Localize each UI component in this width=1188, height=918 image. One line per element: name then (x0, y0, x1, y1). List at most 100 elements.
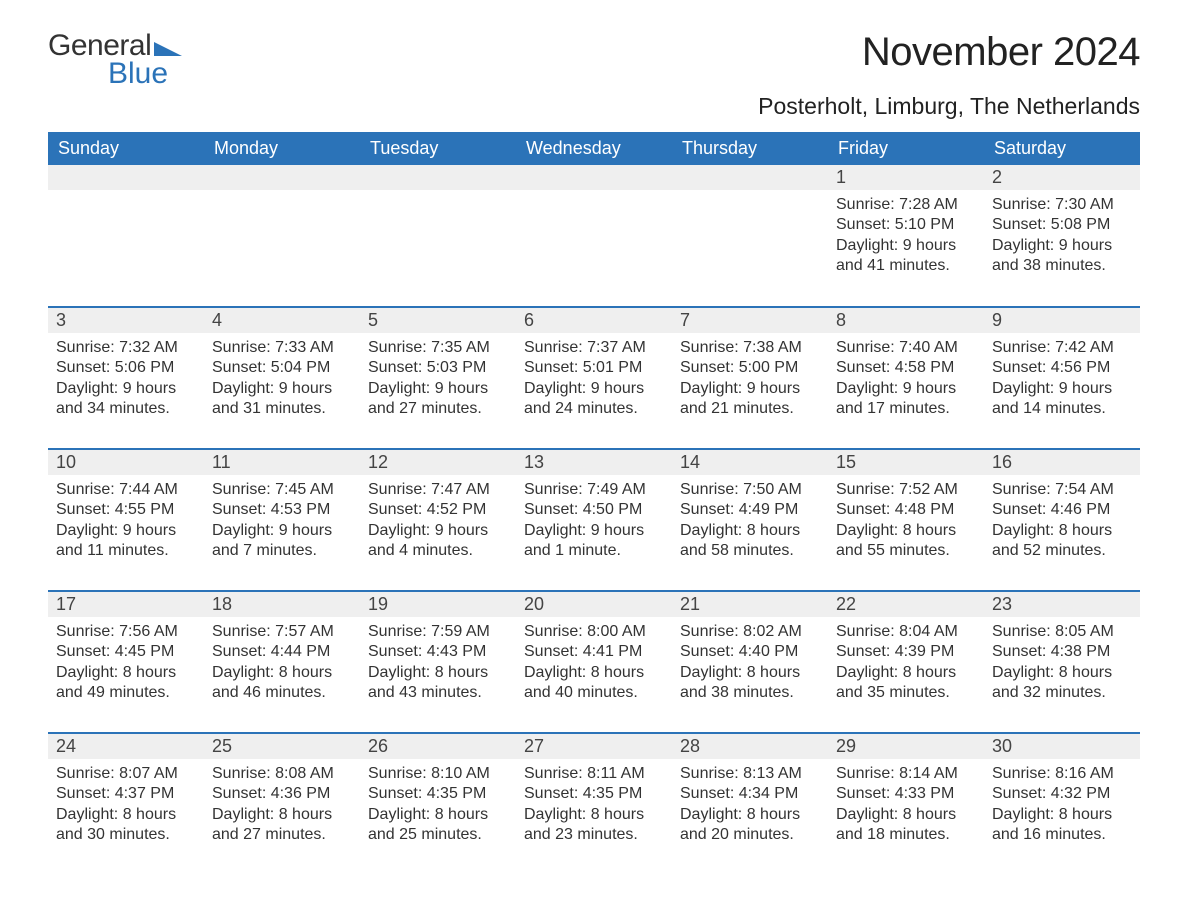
empty-day-strip (672, 165, 828, 190)
day-details: Sunrise: 7:44 AMSunset: 4:55 PMDaylight:… (48, 475, 204, 566)
daylight-line-1: Daylight: 9 hours (992, 379, 1132, 399)
calendar-day-cell: 22Sunrise: 8:04 AMSunset: 4:39 PMDayligh… (828, 591, 984, 719)
daylight-line-2: and 18 minutes. (836, 825, 976, 845)
sunset-line: Sunset: 4:38 PM (992, 642, 1132, 662)
day-number: 27 (516, 734, 672, 759)
daylight-line-1: Daylight: 9 hours (836, 236, 976, 256)
daylight-line-2: and 21 minutes. (680, 399, 820, 419)
calendar-day-cell: 23Sunrise: 8:05 AMSunset: 4:38 PMDayligh… (984, 591, 1140, 719)
day-number: 10 (48, 450, 204, 475)
sunset-line: Sunset: 4:37 PM (56, 784, 196, 804)
sunrise-line: Sunrise: 7:56 AM (56, 622, 196, 642)
day-details: Sunrise: 8:00 AMSunset: 4:41 PMDaylight:… (516, 617, 672, 708)
header: General Blue November 2024 Posterholt, L… (48, 30, 1140, 120)
day-details: Sunrise: 8:02 AMSunset: 4:40 PMDaylight:… (672, 617, 828, 708)
sunset-line: Sunset: 4:52 PM (368, 500, 508, 520)
sunset-line: Sunset: 5:00 PM (680, 358, 820, 378)
daylight-line-2: and 20 minutes. (680, 825, 820, 845)
sunrise-line: Sunrise: 7:33 AM (212, 338, 352, 358)
calendar-col-header: Wednesday (516, 132, 672, 165)
calendar-header-row: SundayMondayTuesdayWednesdayThursdayFrid… (48, 132, 1140, 165)
calendar-week-row: 3Sunrise: 7:32 AMSunset: 5:06 PMDaylight… (48, 307, 1140, 435)
day-details: Sunrise: 7:37 AMSunset: 5:01 PMDaylight:… (516, 333, 672, 424)
sunrise-line: Sunrise: 7:47 AM (368, 480, 508, 500)
calendar-day-cell: 8Sunrise: 7:40 AMSunset: 4:58 PMDaylight… (828, 307, 984, 435)
day-details: Sunrise: 7:28 AMSunset: 5:10 PMDaylight:… (828, 190, 984, 281)
calendar-empty-cell (48, 165, 204, 293)
day-details: Sunrise: 7:50 AMSunset: 4:49 PMDaylight:… (672, 475, 828, 566)
calendar-day-cell: 7Sunrise: 7:38 AMSunset: 5:00 PMDaylight… (672, 307, 828, 435)
calendar-day-cell: 9Sunrise: 7:42 AMSunset: 4:56 PMDaylight… (984, 307, 1140, 435)
daylight-line-2: and 32 minutes. (992, 683, 1132, 703)
sunset-line: Sunset: 4:32 PM (992, 784, 1132, 804)
daylight-line-2: and 4 minutes. (368, 541, 508, 561)
calendar-day-cell: 6Sunrise: 7:37 AMSunset: 5:01 PMDaylight… (516, 307, 672, 435)
daylight-line-2: and 46 minutes. (212, 683, 352, 703)
daylight-line-2: and 7 minutes. (212, 541, 352, 561)
daylight-line-2: and 49 minutes. (56, 683, 196, 703)
sunset-line: Sunset: 4:48 PM (836, 500, 976, 520)
sunset-line: Sunset: 5:08 PM (992, 215, 1132, 235)
sunrise-line: Sunrise: 7:50 AM (680, 480, 820, 500)
daylight-line-1: Daylight: 8 hours (56, 805, 196, 825)
day-number: 14 (672, 450, 828, 475)
day-number: 21 (672, 592, 828, 617)
calendar-week-row: 10Sunrise: 7:44 AMSunset: 4:55 PMDayligh… (48, 449, 1140, 577)
daylight-line-2: and 40 minutes. (524, 683, 664, 703)
day-number: 5 (360, 308, 516, 333)
sunrise-line: Sunrise: 7:37 AM (524, 338, 664, 358)
day-number: 3 (48, 308, 204, 333)
calendar-day-cell: 27Sunrise: 8:11 AMSunset: 4:35 PMDayligh… (516, 733, 672, 861)
sunset-line: Sunset: 4:35 PM (524, 784, 664, 804)
daylight-line-2: and 41 minutes. (836, 256, 976, 276)
calendar-table: SundayMondayTuesdayWednesdayThursdayFrid… (48, 132, 1140, 861)
calendar-empty-cell (360, 165, 516, 293)
calendar-col-header: Friday (828, 132, 984, 165)
calendar-day-cell: 12Sunrise: 7:47 AMSunset: 4:52 PMDayligh… (360, 449, 516, 577)
sunset-line: Sunset: 5:06 PM (56, 358, 196, 378)
sunrise-line: Sunrise: 7:44 AM (56, 480, 196, 500)
day-number: 22 (828, 592, 984, 617)
sunrise-line: Sunrise: 7:52 AM (836, 480, 976, 500)
day-details: Sunrise: 8:05 AMSunset: 4:38 PMDaylight:… (984, 617, 1140, 708)
daylight-line-1: Daylight: 8 hours (680, 521, 820, 541)
sunrise-line: Sunrise: 7:59 AM (368, 622, 508, 642)
sunrise-line: Sunrise: 7:40 AM (836, 338, 976, 358)
sunset-line: Sunset: 4:55 PM (56, 500, 196, 520)
logo-word-2: Blue (108, 58, 182, 90)
day-number: 16 (984, 450, 1140, 475)
day-details: Sunrise: 8:13 AMSunset: 4:34 PMDaylight:… (672, 759, 828, 850)
empty-day-strip (48, 165, 204, 190)
calendar-col-header: Saturday (984, 132, 1140, 165)
week-separator (48, 293, 1140, 307)
day-number: 13 (516, 450, 672, 475)
daylight-line-2: and 35 minutes. (836, 683, 976, 703)
calendar-week-row: 24Sunrise: 8:07 AMSunset: 4:37 PMDayligh… (48, 733, 1140, 861)
calendar-day-cell: 18Sunrise: 7:57 AMSunset: 4:44 PMDayligh… (204, 591, 360, 719)
day-details: Sunrise: 8:16 AMSunset: 4:32 PMDaylight:… (984, 759, 1140, 850)
sunrise-line: Sunrise: 7:49 AM (524, 480, 664, 500)
sunset-line: Sunset: 4:41 PM (524, 642, 664, 662)
calendar-day-cell: 24Sunrise: 8:07 AMSunset: 4:37 PMDayligh… (48, 733, 204, 861)
day-details: Sunrise: 7:30 AMSunset: 5:08 PMDaylight:… (984, 190, 1140, 281)
sunset-line: Sunset: 4:53 PM (212, 500, 352, 520)
day-number: 4 (204, 308, 360, 333)
daylight-line-2: and 55 minutes. (836, 541, 976, 561)
daylight-line-2: and 43 minutes. (368, 683, 508, 703)
day-number: 23 (984, 592, 1140, 617)
daylight-line-1: Daylight: 9 hours (56, 379, 196, 399)
day-details: Sunrise: 8:14 AMSunset: 4:33 PMDaylight:… (828, 759, 984, 850)
calendar-day-cell: 25Sunrise: 8:08 AMSunset: 4:36 PMDayligh… (204, 733, 360, 861)
sunrise-line: Sunrise: 8:05 AM (992, 622, 1132, 642)
daylight-line-1: Daylight: 8 hours (680, 663, 820, 683)
day-number: 29 (828, 734, 984, 759)
daylight-line-1: Daylight: 9 hours (212, 521, 352, 541)
daylight-line-1: Daylight: 8 hours (992, 663, 1132, 683)
logo: General Blue (48, 30, 182, 89)
day-details: Sunrise: 7:56 AMSunset: 4:45 PMDaylight:… (48, 617, 204, 708)
day-details: Sunrise: 7:42 AMSunset: 4:56 PMDaylight:… (984, 333, 1140, 424)
calendar-day-cell: 29Sunrise: 8:14 AMSunset: 4:33 PMDayligh… (828, 733, 984, 861)
daylight-line-1: Daylight: 8 hours (836, 521, 976, 541)
day-number: 9 (984, 308, 1140, 333)
sunrise-line: Sunrise: 8:14 AM (836, 764, 976, 784)
